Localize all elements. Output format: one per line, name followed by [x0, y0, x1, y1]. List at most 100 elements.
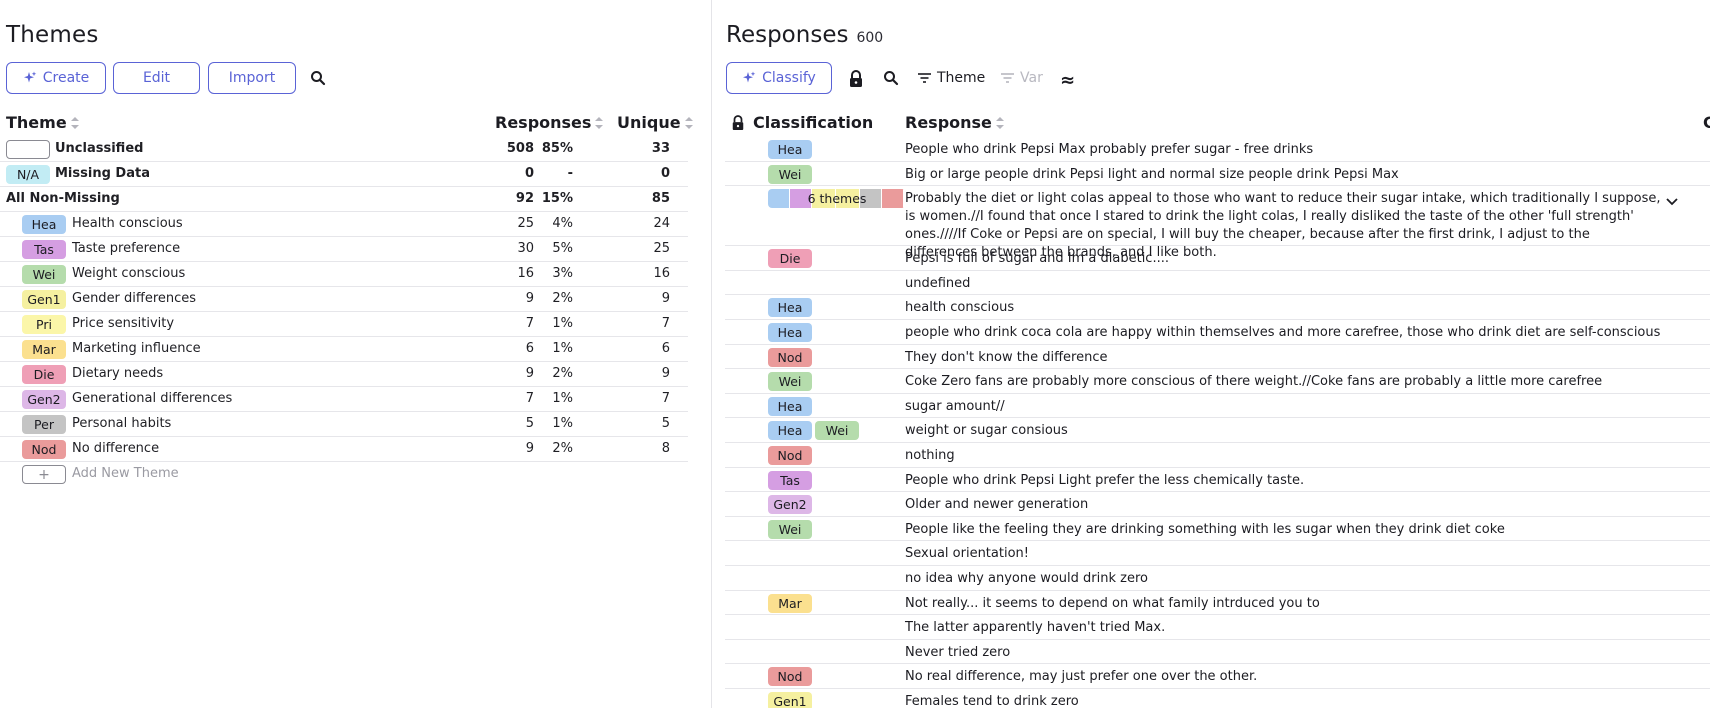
theme-row[interactable]: Nod No difference 9 2% 8: [0, 437, 688, 462]
response-row[interactable]: Nod No real difference, may just prefer o…: [725, 664, 1710, 689]
responses-percent: -: [567, 166, 573, 181]
theme-filter-button[interactable]: Theme: [917, 70, 985, 86]
theme-tag[interactable]: Mar: [768, 593, 812, 613]
approx-icon[interactable]: ≈: [1060, 70, 1076, 91]
theme-segment: [882, 189, 904, 209]
theme-tag[interactable]: Nod: [22, 440, 66, 459]
search-icon[interactable]: [308, 68, 328, 88]
response-row[interactable]: undefined: [725, 271, 1710, 296]
theme-tag[interactable]: Die: [768, 249, 812, 269]
missing-data-row[interactable]: N/A Missing Data 0 - 0: [0, 162, 688, 187]
response-row[interactable]: Mar Not really... it seems to depend on w…: [725, 591, 1710, 616]
theme-tag[interactable]: Die: [22, 365, 66, 384]
unique-column-header[interactable]: Unique: [617, 113, 693, 132]
theme-label: All Non-Missing: [6, 191, 120, 206]
theme-label: Missing Data: [55, 166, 150, 181]
response-text: Not really... it seems to depend on what…: [905, 595, 1320, 611]
classification-column-header[interactable]: Classification: [731, 113, 873, 132]
theme-tag[interactable]: Nod: [768, 446, 812, 465]
theme-tag[interactable]: Gen2: [768, 495, 812, 515]
response-row[interactable]: Sexual orientation!: [725, 541, 1710, 566]
response-row[interactable]: The latter apparently haven't tried Max.: [725, 615, 1710, 640]
theme-tag[interactable]: Hea: [768, 298, 812, 318]
response-text: Big or large people drink Pepsi light an…: [905, 166, 1399, 182]
theme-tag[interactable]: Hea: [22, 215, 66, 234]
unique-count: 5: [661, 416, 670, 431]
theme-row[interactable]: Wei Weight conscious 16 3% 16: [0, 262, 688, 287]
theme-tag[interactable]: Tas: [768, 470, 812, 490]
unclassified-row[interactable]: Unclassified 508 85% 33: [0, 137, 688, 162]
theme-tag[interactable]: Hea: [768, 140, 812, 159]
response-row[interactable]: Hea People who drink Pepsi Max probably p…: [725, 137, 1710, 162]
sparkle-icon: [743, 71, 756, 83]
lock-icon[interactable]: [731, 114, 745, 131]
response-row[interactable]: 6 themes Probably the diet or light colas…: [725, 186, 1710, 260]
unique-count: 7: [661, 316, 670, 331]
theme-tag[interactable]: Nod: [768, 667, 812, 687]
response-row[interactable]: Tas People who drink Pepsi Light prefer t…: [725, 468, 1710, 493]
themes-panel: Themes Create Edit Import Theme Response…: [0, 0, 712, 708]
import-button[interactable]: Import: [208, 62, 296, 94]
lock-icon[interactable]: [848, 70, 864, 88]
search-icon[interactable]: [883, 70, 899, 86]
multi-theme-tag[interactable]: 6 themes: [768, 189, 906, 209]
theme-tag[interactable]: Per: [22, 415, 66, 434]
responses-percent: 2%: [552, 441, 573, 456]
theme-row[interactable]: Pri Price sensitivity 7 1% 7: [0, 312, 688, 337]
theme-tag[interactable]: Pri: [22, 315, 66, 334]
theme-tag[interactable]: Nod: [768, 347, 812, 367]
theme-row[interactable]: Mar Marketing influence 6 1% 6: [0, 337, 688, 362]
response-column-header[interactable]: Response: [905, 113, 1004, 132]
theme-tag[interactable]: Gen2: [22, 390, 66, 409]
chevron-down-icon[interactable]: [1665, 196, 1679, 211]
theme-tag[interactable]: Gen1: [768, 692, 812, 708]
theme-row[interactable]: Hea Health conscious 25 4% 24: [0, 212, 688, 237]
theme-row[interactable]: Gen2 Generational differences 7 1% 7: [0, 387, 688, 412]
response-row[interactable]: Nod nothing: [725, 443, 1710, 468]
add-new-theme-row[interactable]: + Add New Theme: [0, 462, 688, 487]
response-row[interactable]: Hea health conscious: [725, 295, 1710, 320]
var-filter-button[interactable]: Var: [1000, 70, 1043, 86]
theme-tag[interactable]: Gen1: [22, 290, 66, 309]
response-row[interactable]: Wei Coke Zero fans are probably more cons…: [725, 369, 1710, 394]
theme-label: Health conscious: [72, 216, 183, 231]
create-theme-button[interactable]: Create: [6, 62, 106, 94]
theme-tag[interactable]: Hea: [768, 421, 812, 441]
theme-column-header[interactable]: Theme: [6, 113, 79, 132]
theme-tag[interactable]: Wei: [768, 372, 812, 392]
theme-segment: [860, 189, 882, 209]
theme-row[interactable]: Die Dietary needs 9 2% 9: [0, 362, 688, 387]
response-row[interactable]: Nod They don't know the difference: [725, 345, 1710, 370]
edit-button[interactable]: Edit: [113, 62, 200, 94]
plus-icon[interactable]: +: [22, 465, 66, 484]
response-row[interactable]: Hea people who drink coca cola are happy …: [725, 320, 1710, 345]
all-non-missing-row[interactable]: All Non-Missing 92 15% 85: [0, 187, 688, 212]
theme-row[interactable]: Tas Taste preference 30 5% 25: [0, 237, 688, 262]
theme-tag[interactable]: Hea: [768, 396, 812, 416]
responses-column-header[interactable]: Responses: [495, 113, 604, 132]
clipped-column-header[interactable]: C: [1703, 113, 1710, 132]
theme-tag[interactable]: Hea: [768, 323, 812, 342]
theme-tag-label: Hea: [777, 142, 803, 157]
response-row[interactable]: Gen2 Older and newer generation: [725, 492, 1710, 517]
classify-button[interactable]: Classify: [726, 62, 832, 94]
theme-tag[interactable]: Tas: [22, 240, 66, 259]
response-row[interactable]: Never tried zero: [725, 640, 1710, 665]
theme-row[interactable]: Gen1 Gender differences 9 2% 9: [0, 287, 688, 312]
theme-tag[interactable]: Wei: [22, 265, 66, 284]
response-row[interactable]: no idea why anyone would drink zero: [725, 566, 1710, 591]
responses-count: 508: [506, 141, 534, 156]
response-row[interactable]: Wei Big or large people drink Pepsi light…: [725, 162, 1710, 187]
response-row[interactable]: Hea Wei weight or sugar consious: [725, 418, 1710, 443]
theme-tag[interactable]: Wei: [768, 164, 812, 184]
response-row[interactable]: Hea sugar amount//: [725, 394, 1710, 419]
theme-tag[interactable]: Wei: [768, 519, 812, 539]
theme-row[interactable]: Per Personal habits 5 1% 5: [0, 412, 688, 437]
response-row[interactable]: Gen1 Females tend to drink zero: [725, 689, 1710, 708]
response-row[interactable]: Wei People like the feeling they are drin…: [725, 517, 1710, 542]
add-new-theme-label[interactable]: Add New Theme: [72, 466, 179, 481]
response-row[interactable]: Die Pepsi is full of sugar and Im a diabe…: [725, 246, 1710, 271]
theme-tag-label: Nod: [777, 669, 803, 685]
theme-tag[interactable]: Mar: [22, 340, 66, 359]
theme-tag[interactable]: Wei: [815, 421, 859, 441]
